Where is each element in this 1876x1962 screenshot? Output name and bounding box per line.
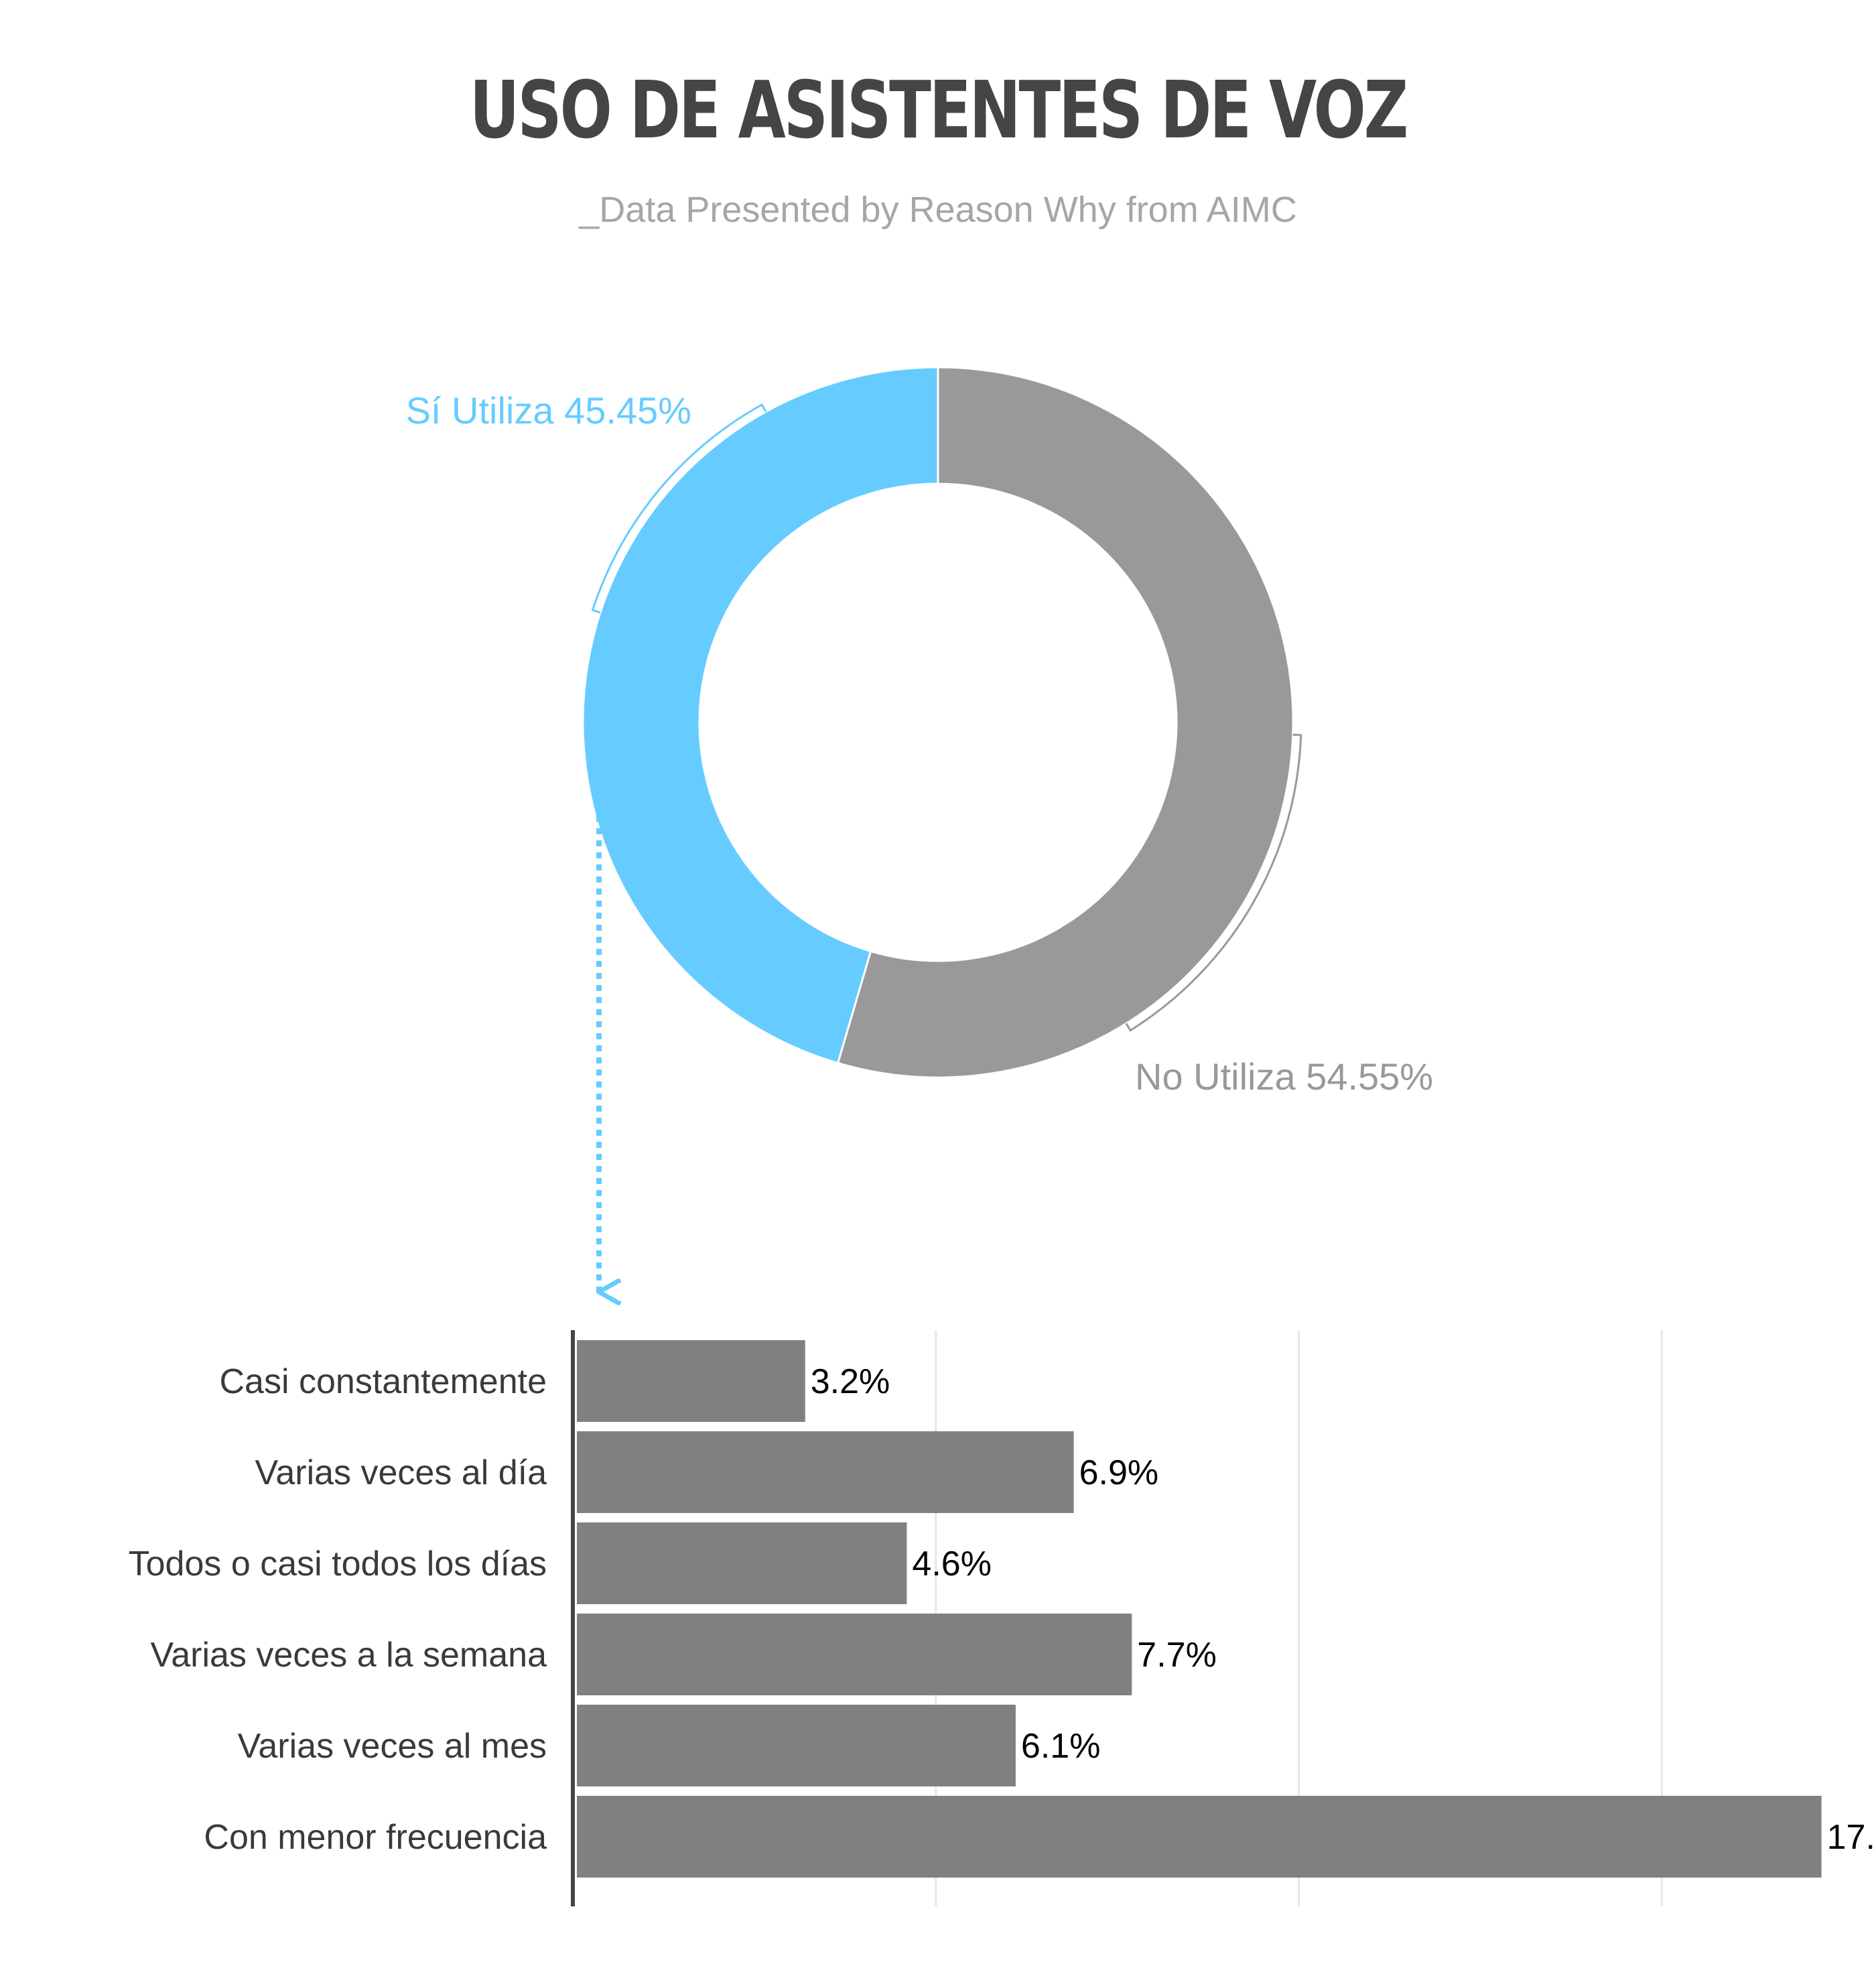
bar [577, 1340, 805, 1422]
bar-category-label: Varias veces a la semana [150, 1636, 547, 1675]
bar-value-label: 4.6% [912, 1545, 992, 1583]
bar-category-label: Con menor frecuencia [204, 1818, 547, 1857]
bar [577, 1431, 1074, 1513]
bar-chart: Casi constantemente 3.2% Varias veces al d… [129, 1330, 1876, 1906]
bar-category-label: Casi constantemente [220, 1362, 547, 1401]
donut-callout-no-utiliza [1125, 734, 1302, 1032]
bar-value-label: 7.7% [1137, 1636, 1217, 1675]
donut-label-si-utiliza: Sí Utiliza 45.45% [406, 389, 691, 432]
bar [577, 1796, 1822, 1878]
bar-category-label: Varias veces al mes [238, 1727, 547, 1766]
donut-label-no-utiliza: No Utiliza 54.55% [1135, 1055, 1433, 1098]
donut-slice-no-utiliza [836, 366, 1294, 1079]
bar-category-label: Varias veces al día [255, 1453, 547, 1492]
bar [577, 1614, 1132, 1695]
donut-slice-si-utiliza [582, 366, 939, 1065]
bar-category-label: Todos o casi todos los días [129, 1545, 547, 1583]
donut-callout-si-utiliza [591, 403, 767, 614]
bar-value-label: 3.2% [811, 1362, 890, 1401]
chart-title: USO DE ASISTENTES DE VOZ [469, 64, 1409, 156]
bar-value-label: 17.2% [1827, 1818, 1876, 1857]
bar [577, 1522, 907, 1604]
bar [577, 1705, 1016, 1786]
bar-value-label: 6.1% [1021, 1727, 1101, 1766]
donut-chart: Sí Utiliza 45.45% No Utiliza 54.55% [406, 366, 1433, 1098]
bar-value-label: 6.9% [1079, 1453, 1159, 1492]
chart-subtitle: _Data Presented by Reason Why from AIMC [579, 190, 1297, 230]
